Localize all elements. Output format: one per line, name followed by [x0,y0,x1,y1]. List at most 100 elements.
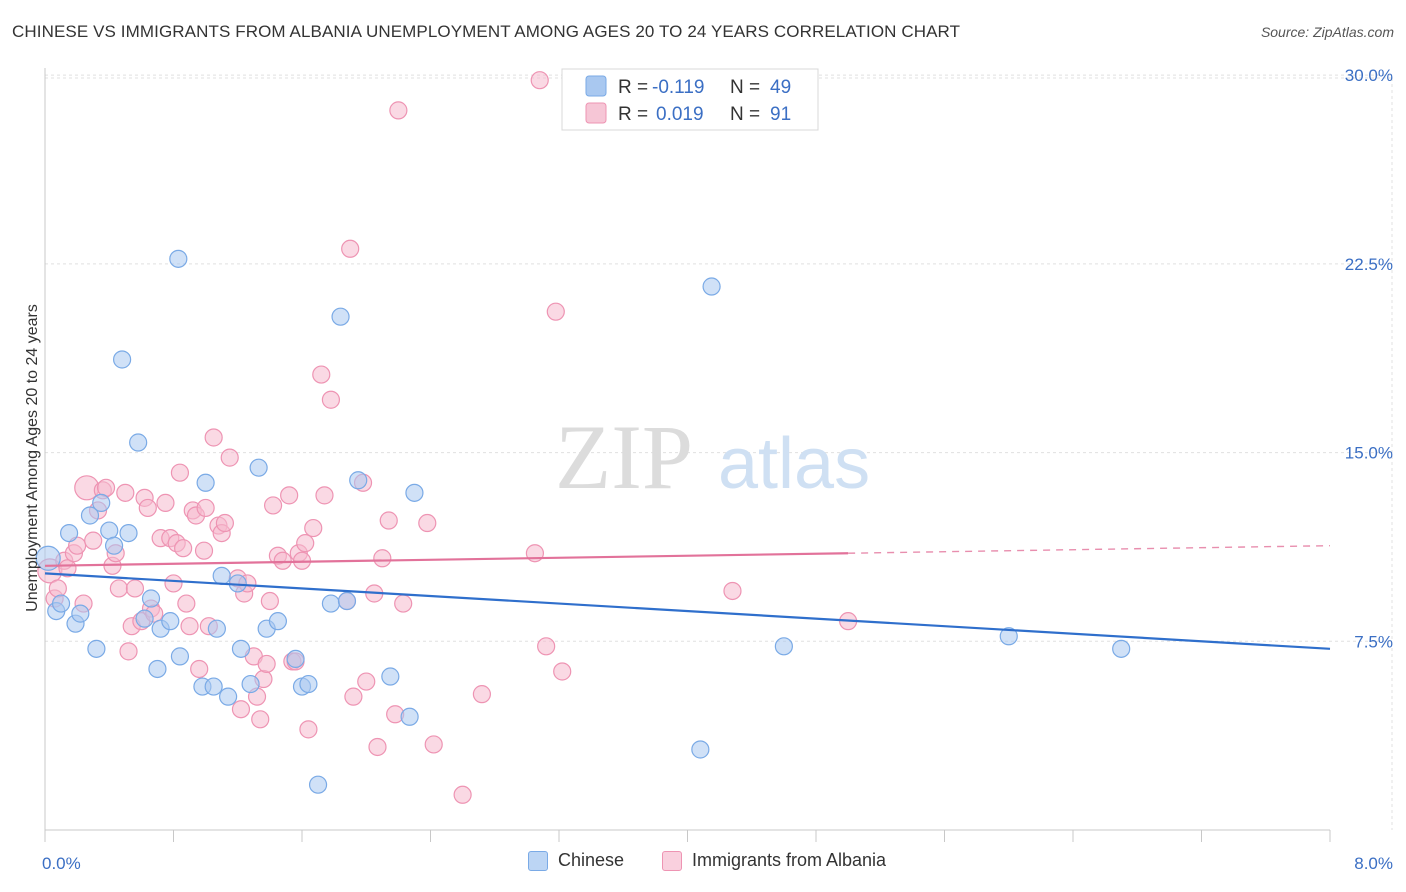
albania-point [96,478,116,497]
albania-point [180,617,199,636]
albania-point [119,642,138,661]
albania-point [125,579,145,598]
source-label: Source: ZipAtlas.com [1260,24,1394,40]
albania-point [251,710,270,729]
legend-r-value-chinese: -0.119 [652,77,704,98]
x-tick-label-max: 8.0% [1354,854,1393,873]
albania-point [190,659,209,679]
albania-point [453,785,472,804]
albania-point [257,654,276,674]
chinese-point [71,604,90,623]
y-tick-label: 22.5% [1345,255,1393,274]
albania-point [389,101,408,120]
albania-point [472,685,491,704]
chart-title: CHINESE VS IMMIGRANTS FROM ALBANIA UNEMP… [12,22,961,41]
legend-n-label-albania: N = [730,104,760,125]
chinese-point [104,536,124,555]
chinese-point [381,667,400,686]
albania-point [312,365,331,384]
chinese-point [702,277,721,296]
chinese-point [80,506,100,525]
albania-point [273,551,292,570]
albania-point [357,672,376,691]
albania-point [537,637,556,656]
chinese-point [1112,639,1131,658]
albania-point [177,594,196,613]
chinese-point [92,493,111,513]
albania-point [379,511,398,530]
chinese-point [999,627,1018,646]
chinese-point [400,707,419,726]
albania-point [194,541,214,560]
chinese-point [161,612,180,631]
chinese-point [148,659,167,679]
legend-swatch-albania [585,102,607,124]
albania-point [260,591,279,611]
albania-point [156,493,175,513]
albania-point [530,71,549,90]
chinese-point [212,566,231,585]
chinese-point [51,594,71,613]
albania-trend-line [44,552,849,567]
albania-point [170,463,190,482]
chinese-point [207,619,226,638]
chinese-point [170,647,190,666]
albania-point [394,594,413,613]
albania-point [138,498,157,518]
albania-point [553,662,572,681]
albania-point [263,496,283,515]
chinese-point [331,307,350,326]
legend-n-value-chinese: 49 [770,77,791,98]
albania-point [373,549,392,568]
albania-point [424,735,443,754]
albania-point [418,513,437,533]
chinese-point [241,674,260,694]
trend-layer [44,544,1331,650]
albania-point [204,428,223,447]
points-layer [35,71,1131,804]
chinese-point [141,589,161,608]
chinese-point [231,639,251,658]
watermark-atlas: atlas [718,424,870,504]
albania-point [231,700,251,719]
chinese-point [321,594,341,613]
chinese-point [337,591,357,611]
chinese-point [349,471,368,490]
chinese-point [59,523,79,543]
bottom-legend-label-albania: Immigrants from Albania [692,850,887,870]
chinese-point [691,740,710,759]
legend-r-label-albania: R = [618,104,648,125]
chinese-point [87,639,106,658]
chinese-point [219,687,238,706]
bottom-legend-label-chinese: Chinese [558,850,625,870]
albania-trend-line-extrapolated [848,544,1331,554]
albania-point [304,518,323,538]
chinese-point [268,612,288,631]
chinese-point [204,677,223,696]
chinese-point [112,350,132,369]
albania-point [220,448,239,467]
bottom-legend-swatch-chinese [528,850,548,871]
chinese-point [35,545,61,571]
albania-point [48,579,67,598]
chinese-point [405,483,424,502]
legend-swatch-chinese [585,75,607,97]
chinese-point [196,473,215,492]
bottom-legend-swatch-albania [662,850,682,871]
albania-point [215,513,234,533]
top-legend: R = -0.119 N = 49 R = 0.019 N = 91 [561,68,819,131]
y-axis-title: Unemployment Among Ages 20 to 24 years [24,304,41,612]
albania-point [368,737,387,757]
albania-point [296,534,315,553]
axis-layer: 7.5% 15.0% 22.5% 30.0% 0.0% 8.0% [42,66,1393,873]
legend-r-value-albania: 0.019 [656,104,704,125]
watermark: ZIP atlas [555,406,870,508]
albania-point [280,486,299,505]
albania-point [109,579,128,598]
chinese-point [135,609,154,628]
chinese-point [774,637,793,656]
albania-point [196,498,215,518]
bottom-legend: Chinese Immigrants from Albania [0,850,1406,880]
albania-point [116,483,135,502]
